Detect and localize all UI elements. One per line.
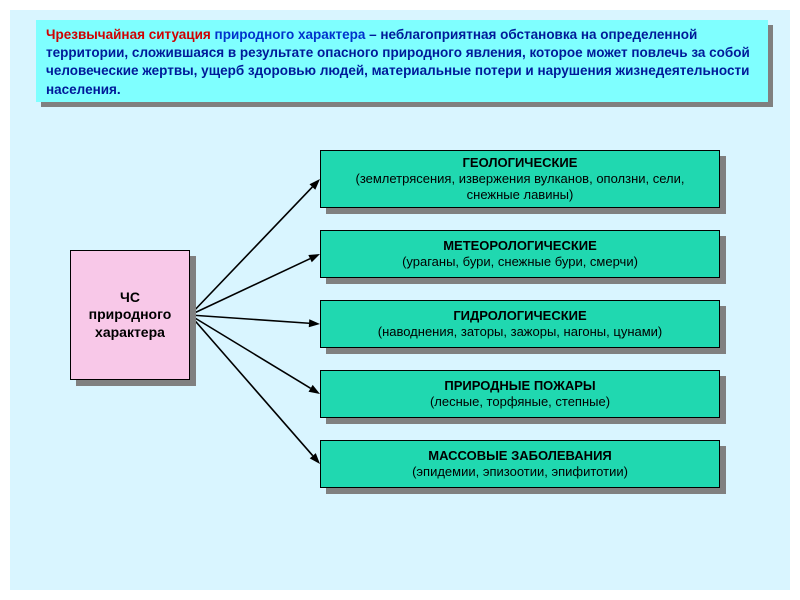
arrow-line: [190, 315, 309, 323]
category-title: ГЕОЛОГИЧЕСКИЕ: [329, 155, 711, 171]
category-subtitle: (наводнения, заторы, зажоры, нагоны, цун…: [378, 324, 663, 339]
arrow-line: [190, 315, 311, 388]
category-subtitle: (ураганы, бури, снежные бури, смерчи): [402, 254, 638, 269]
category-box-0: ГЕОЛОГИЧЕСКИЕ(землетрясения, извержения …: [320, 150, 720, 208]
category-title: ГИДРОЛОГИЧЕСКИЕ: [378, 308, 663, 324]
category-title: ПРИРОДНЫЕ ПОЖАРЫ: [430, 378, 610, 394]
center-node: ЧСприродногохарактера: [70, 250, 190, 380]
category-title: МАССОВЫЕ ЗАБОЛЕВАНИЯ: [412, 448, 628, 464]
arrow-line: [190, 315, 313, 456]
category-box-3: ПРИРОДНЫЕ ПОЖАРЫ(лесные, торфяные, степн…: [320, 370, 720, 418]
category-title: МЕТЕОРОЛОГИЧЕСКИЕ: [402, 238, 638, 254]
category-box-2: ГИДРОЛОГИЧЕСКИЕ(наводнения, заторы, зажо…: [320, 300, 720, 348]
category-box-1: МЕТЕОРОЛОГИЧЕСКИЕ(ураганы, бури, снежные…: [320, 230, 720, 278]
category-subtitle: (землетрясения, извержения вулканов, опо…: [355, 171, 684, 202]
arrow-head-icon: [309, 319, 320, 327]
diagram-canvas: Чрезвычайная ситуация природного характе…: [0, 0, 800, 600]
category-subtitle: (эпидемии, эпизоотии, эпифитотии): [412, 464, 628, 479]
category-box-4: МАССОВЫЕ ЗАБОЛЕВАНИЯ(эпидемии, эпизоотии…: [320, 440, 720, 488]
arrow-line: [190, 259, 310, 315]
arrow-line: [190, 187, 312, 315]
arrow-head-icon: [308, 254, 320, 262]
category-subtitle: (лесные, торфяные, степные): [430, 394, 610, 409]
center-node-label: ЧСприродногохарактера: [89, 289, 172, 342]
arrow-head-icon: [309, 385, 320, 394]
